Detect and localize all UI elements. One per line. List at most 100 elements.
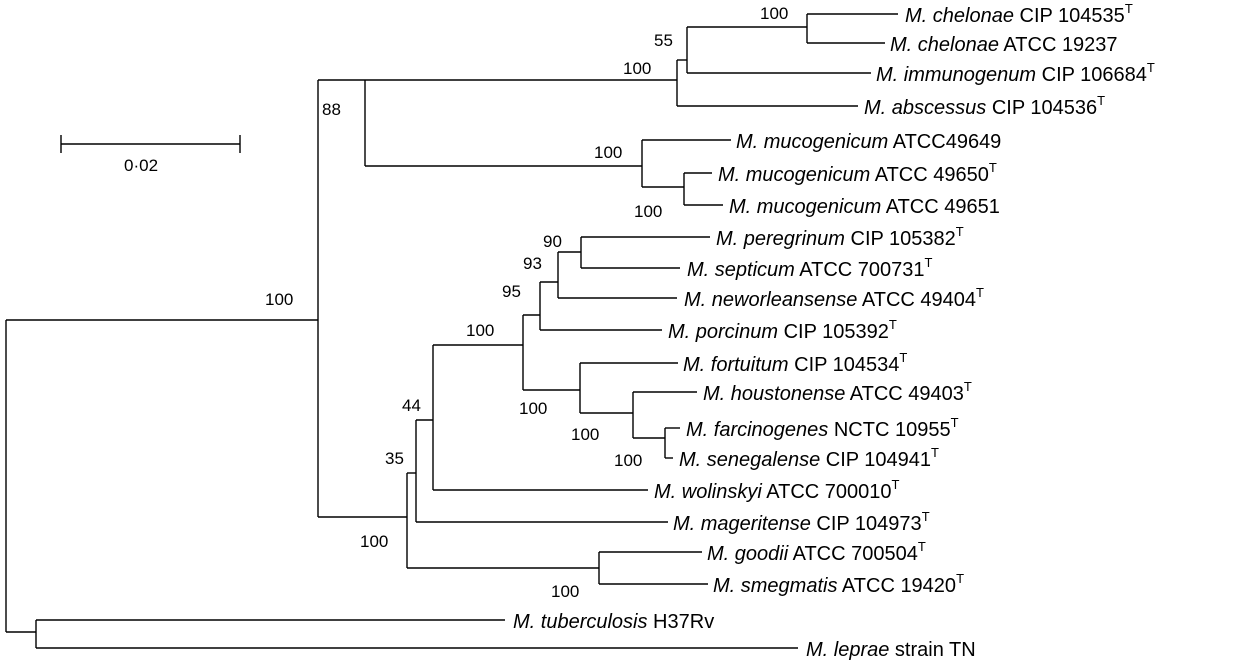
bootstrap-b_peregrinum_neworleans: 93 (523, 254, 542, 273)
bootstrap-b_chelonae_immuno: 55 (654, 31, 673, 50)
taxon-label-chelonae_cip: M. chelonae CIP 104535T (905, 1, 1133, 27)
bootstrap-b_root_rapid: 100 (265, 290, 293, 309)
bootstrap-b_wolinskyi: 44 (402, 396, 421, 415)
taxon-label-peregrinum: M. peregrinum CIP 105382T (716, 224, 964, 250)
taxon-strain: CIP 104973 (811, 513, 922, 535)
type-strain-superscript: T (989, 160, 997, 175)
bootstrap-labels: 1005510088100100909395100100100100443510… (265, 4, 788, 601)
taxon-label-mucogenicum_49651: M. mucogenicum ATCC 49651 (729, 196, 1000, 218)
type-strain-superscript: T (899, 350, 907, 365)
taxon-strain: CIP 106684 (1036, 64, 1147, 86)
taxon-species-name: M. farcinogenes (686, 419, 828, 441)
taxon-species-name: M. abscessus (864, 97, 986, 119)
taxon-label-fortuitum: M. fortuitum CIP 104534T (683, 350, 907, 376)
taxon-species-name: M. goodii (707, 543, 789, 565)
bootstrap-b_fortuitum_lower: 100 (519, 399, 547, 418)
taxon-strain: CIP 105382 (845, 228, 956, 250)
taxon-species-name: M. immunogenum (876, 64, 1036, 86)
taxon-label-abscessus: M. abscessus CIP 104536T (864, 93, 1105, 119)
taxon-label-mageritense: M. mageritense CIP 104973T (673, 509, 930, 535)
taxon-species-name: M. porcinum (668, 321, 778, 343)
taxon-species-name: M. mucogenicum (718, 164, 870, 186)
type-strain-superscript: T (892, 477, 900, 492)
tree-branches (5, 13, 898, 649)
taxon-label-farcinogenes: M. farcinogenes NCTC 10955T (686, 415, 959, 441)
taxon-species-name: M. smegmatis (713, 575, 837, 597)
bootstrap-b_mucogenicum: 100 (594, 143, 622, 162)
type-strain-superscript: T (956, 571, 964, 586)
taxon-species-name: M. mucogenicum (736, 131, 888, 153)
taxon-label-leprae: M. leprae strain TN (806, 639, 976, 661)
taxon-strain: ATCC 49650 (870, 164, 989, 186)
taxon-strain: CIP 104535 (1014, 5, 1125, 27)
taxon-strain: ATCC 700010 (762, 481, 892, 503)
taxon-strain: ATCC 700504 (788, 543, 918, 565)
taxon-species-name: M. mucogenicum (729, 196, 881, 218)
taxon-strain: ATCC 49403 (845, 383, 964, 405)
bootstrap-b_farcinogenes_pair: 100 (614, 451, 642, 470)
taxon-label-tuberculosis: M. tuberculosis H37Rv (513, 611, 714, 633)
taxon-label-houstonense: M. houstonense ATCC 49403T (703, 379, 972, 405)
bootstrap-b_fortuitum_complex: 100 (466, 321, 494, 340)
bootstrap-b_fortuitum_group: 95 (502, 282, 521, 301)
type-strain-superscript: T (931, 445, 939, 460)
taxon-strain: CIP 105392 (778, 321, 889, 343)
type-strain-superscript: T (925, 255, 933, 270)
taxon-label-wolinskyi: M. wolinskyi ATCC 700010T (654, 477, 900, 503)
taxon-strain: ATCC 49404 (857, 289, 976, 311)
type-strain-superscript: T (889, 317, 897, 332)
taxon-strain: ATCC 49651 (881, 196, 1000, 218)
taxon-species-name: M. fortuitum (683, 354, 789, 376)
taxon-species-name: M. neworleansense (684, 289, 857, 311)
type-strain-superscript: T (922, 509, 930, 524)
bootstrap-b_mucogenicum_pair: 100 (634, 202, 662, 221)
taxon-species-name: M. peregrinum (716, 228, 845, 250)
bootstrap-b_chelonae_pair: 100 (760, 4, 788, 23)
taxon-species-name: M. septicum (687, 259, 795, 281)
bootstrap-b_rapid_lower: 100 (360, 532, 388, 551)
taxon-species-name: M. wolinskyi (654, 481, 762, 503)
bootstrap-b_goodii_smegmatis: 100 (551, 582, 579, 601)
taxon-strain: strain TN (889, 639, 975, 661)
taxon-strain: H37Rv (648, 611, 715, 633)
bootstrap-b_peregrinum_septicum: 90 (543, 232, 562, 251)
scale-bar-label: 0·02 (124, 156, 158, 175)
type-strain-superscript: T (951, 415, 959, 430)
taxon-strain: ATCC 700731 (795, 259, 925, 281)
type-strain-superscript: T (1097, 93, 1105, 108)
bootstrap-b_houstonense_group: 100 (571, 425, 599, 444)
taxon-strain: ATCC 19237 (999, 34, 1118, 56)
taxon-species-name: M. senegalense (679, 449, 820, 471)
taxon-label-porcinum: M. porcinum CIP 105392T (668, 317, 897, 343)
taxon-label-septicum: M. septicum ATCC 700731T (687, 255, 933, 281)
taxon-species-name: M. chelonae (905, 5, 1014, 27)
taxon-strain: CIP 104536 (986, 97, 1097, 119)
bootstrap-b_mageritense: 35 (385, 449, 404, 468)
bootstrap-b_rapid_upper: 88 (322, 100, 341, 119)
taxon-species-name: M. leprae (806, 639, 889, 661)
type-strain-superscript: T (1125, 1, 1133, 16)
type-strain-superscript: T (976, 285, 984, 300)
taxon-species-name: M. mageritense (673, 513, 811, 535)
taxon-label-mucogenicum_49649: M. mucogenicum ATCC49649 (736, 131, 1001, 153)
type-strain-superscript: T (1147, 60, 1155, 75)
taxon-label-smegmatis: M. smegmatis ATCC 19420T (713, 571, 964, 597)
taxon-strain: CIP 104534 (789, 354, 900, 376)
taxon-species-name: M. tuberculosis (513, 611, 648, 633)
taxon-label-neworleansense: M. neworleansense ATCC 49404T (684, 285, 984, 311)
scale-bar: 0·02 (60, 135, 241, 175)
bootstrap-b_chelonae_group: 100 (623, 59, 651, 78)
taxon-label-chelonae_atcc: M. chelonae ATCC 19237 (890, 34, 1118, 56)
taxon-strain: NCTC 10955 (828, 419, 950, 441)
taxon-strain: CIP 104941 (820, 449, 931, 471)
taxon-species-name: M. chelonae (890, 34, 999, 56)
taxon-label-senegalense: M. senegalense CIP 104941T (679, 445, 939, 471)
taxon-label-goodii: M. goodii ATCC 700504T (707, 539, 926, 565)
type-strain-superscript: T (918, 539, 926, 554)
taxon-label-mucogenicum_49650: M. mucogenicum ATCC 49650T (718, 160, 997, 186)
taxon-strain: ATCC49649 (888, 131, 1001, 153)
taxon-species-name: M. houstonense (703, 383, 845, 405)
type-strain-superscript: T (956, 224, 964, 239)
